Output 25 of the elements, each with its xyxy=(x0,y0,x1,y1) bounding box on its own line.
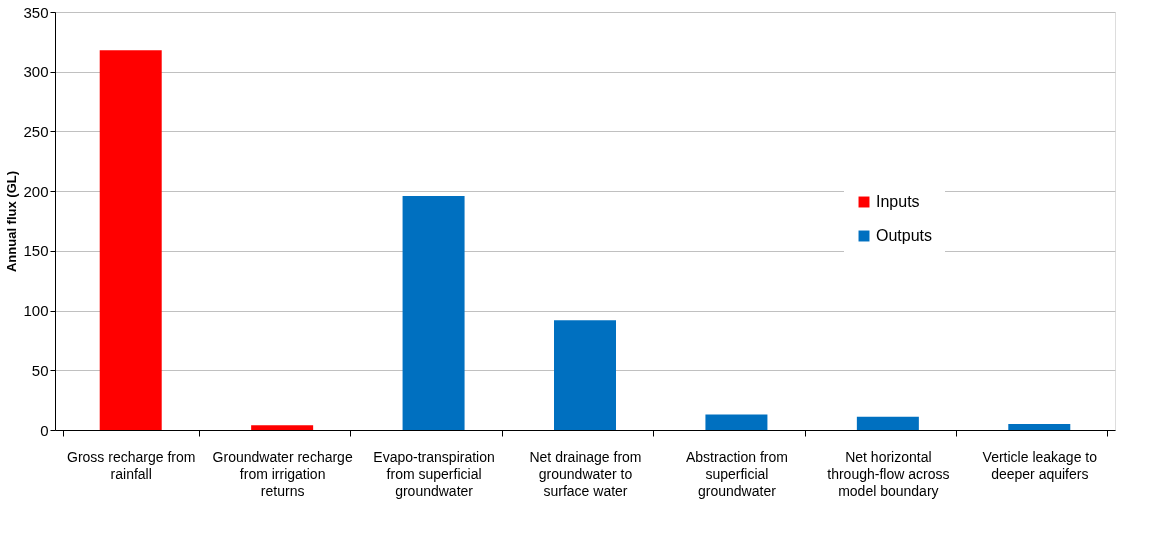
bar xyxy=(402,195,465,430)
y-tick-label: 0 xyxy=(40,421,49,439)
bar xyxy=(99,50,162,430)
y-tick-label: 200 xyxy=(23,182,49,200)
legend-label: Inputs xyxy=(876,193,920,210)
bar xyxy=(554,320,616,430)
x-tick-label: Net drainage from groundwater to surface water xyxy=(529,448,642,499)
x-tick-label: Net horizontal through-flow across model boundary xyxy=(827,448,950,499)
y-tick-label: 300 xyxy=(23,63,49,81)
legend-label: Outputs xyxy=(876,227,933,244)
y-tick-label: 100 xyxy=(23,302,49,320)
x-tick-label: Gross recharge from rainfall xyxy=(67,448,196,482)
bar xyxy=(1008,424,1071,430)
x-tick-label: Evapo-transpiration from superficial groundwater xyxy=(373,448,495,499)
bar xyxy=(856,416,919,430)
y-axis-title: Annual flux (GL) xyxy=(4,170,20,273)
y-tick-label: 250 xyxy=(23,122,49,140)
bar xyxy=(251,425,314,430)
x-tick-label: Verticle leakage to deeper aquifers xyxy=(982,448,1098,482)
x-tick-label: Groundwater recharge from irrigation returns xyxy=(212,448,353,499)
y-tick-label: 50 xyxy=(31,361,49,379)
y-tick-label: 350 xyxy=(23,3,49,21)
bar xyxy=(705,414,768,430)
y-tick-label: 150 xyxy=(23,242,49,260)
x-tick-label: Abstraction from superficial groundwater xyxy=(685,448,788,499)
